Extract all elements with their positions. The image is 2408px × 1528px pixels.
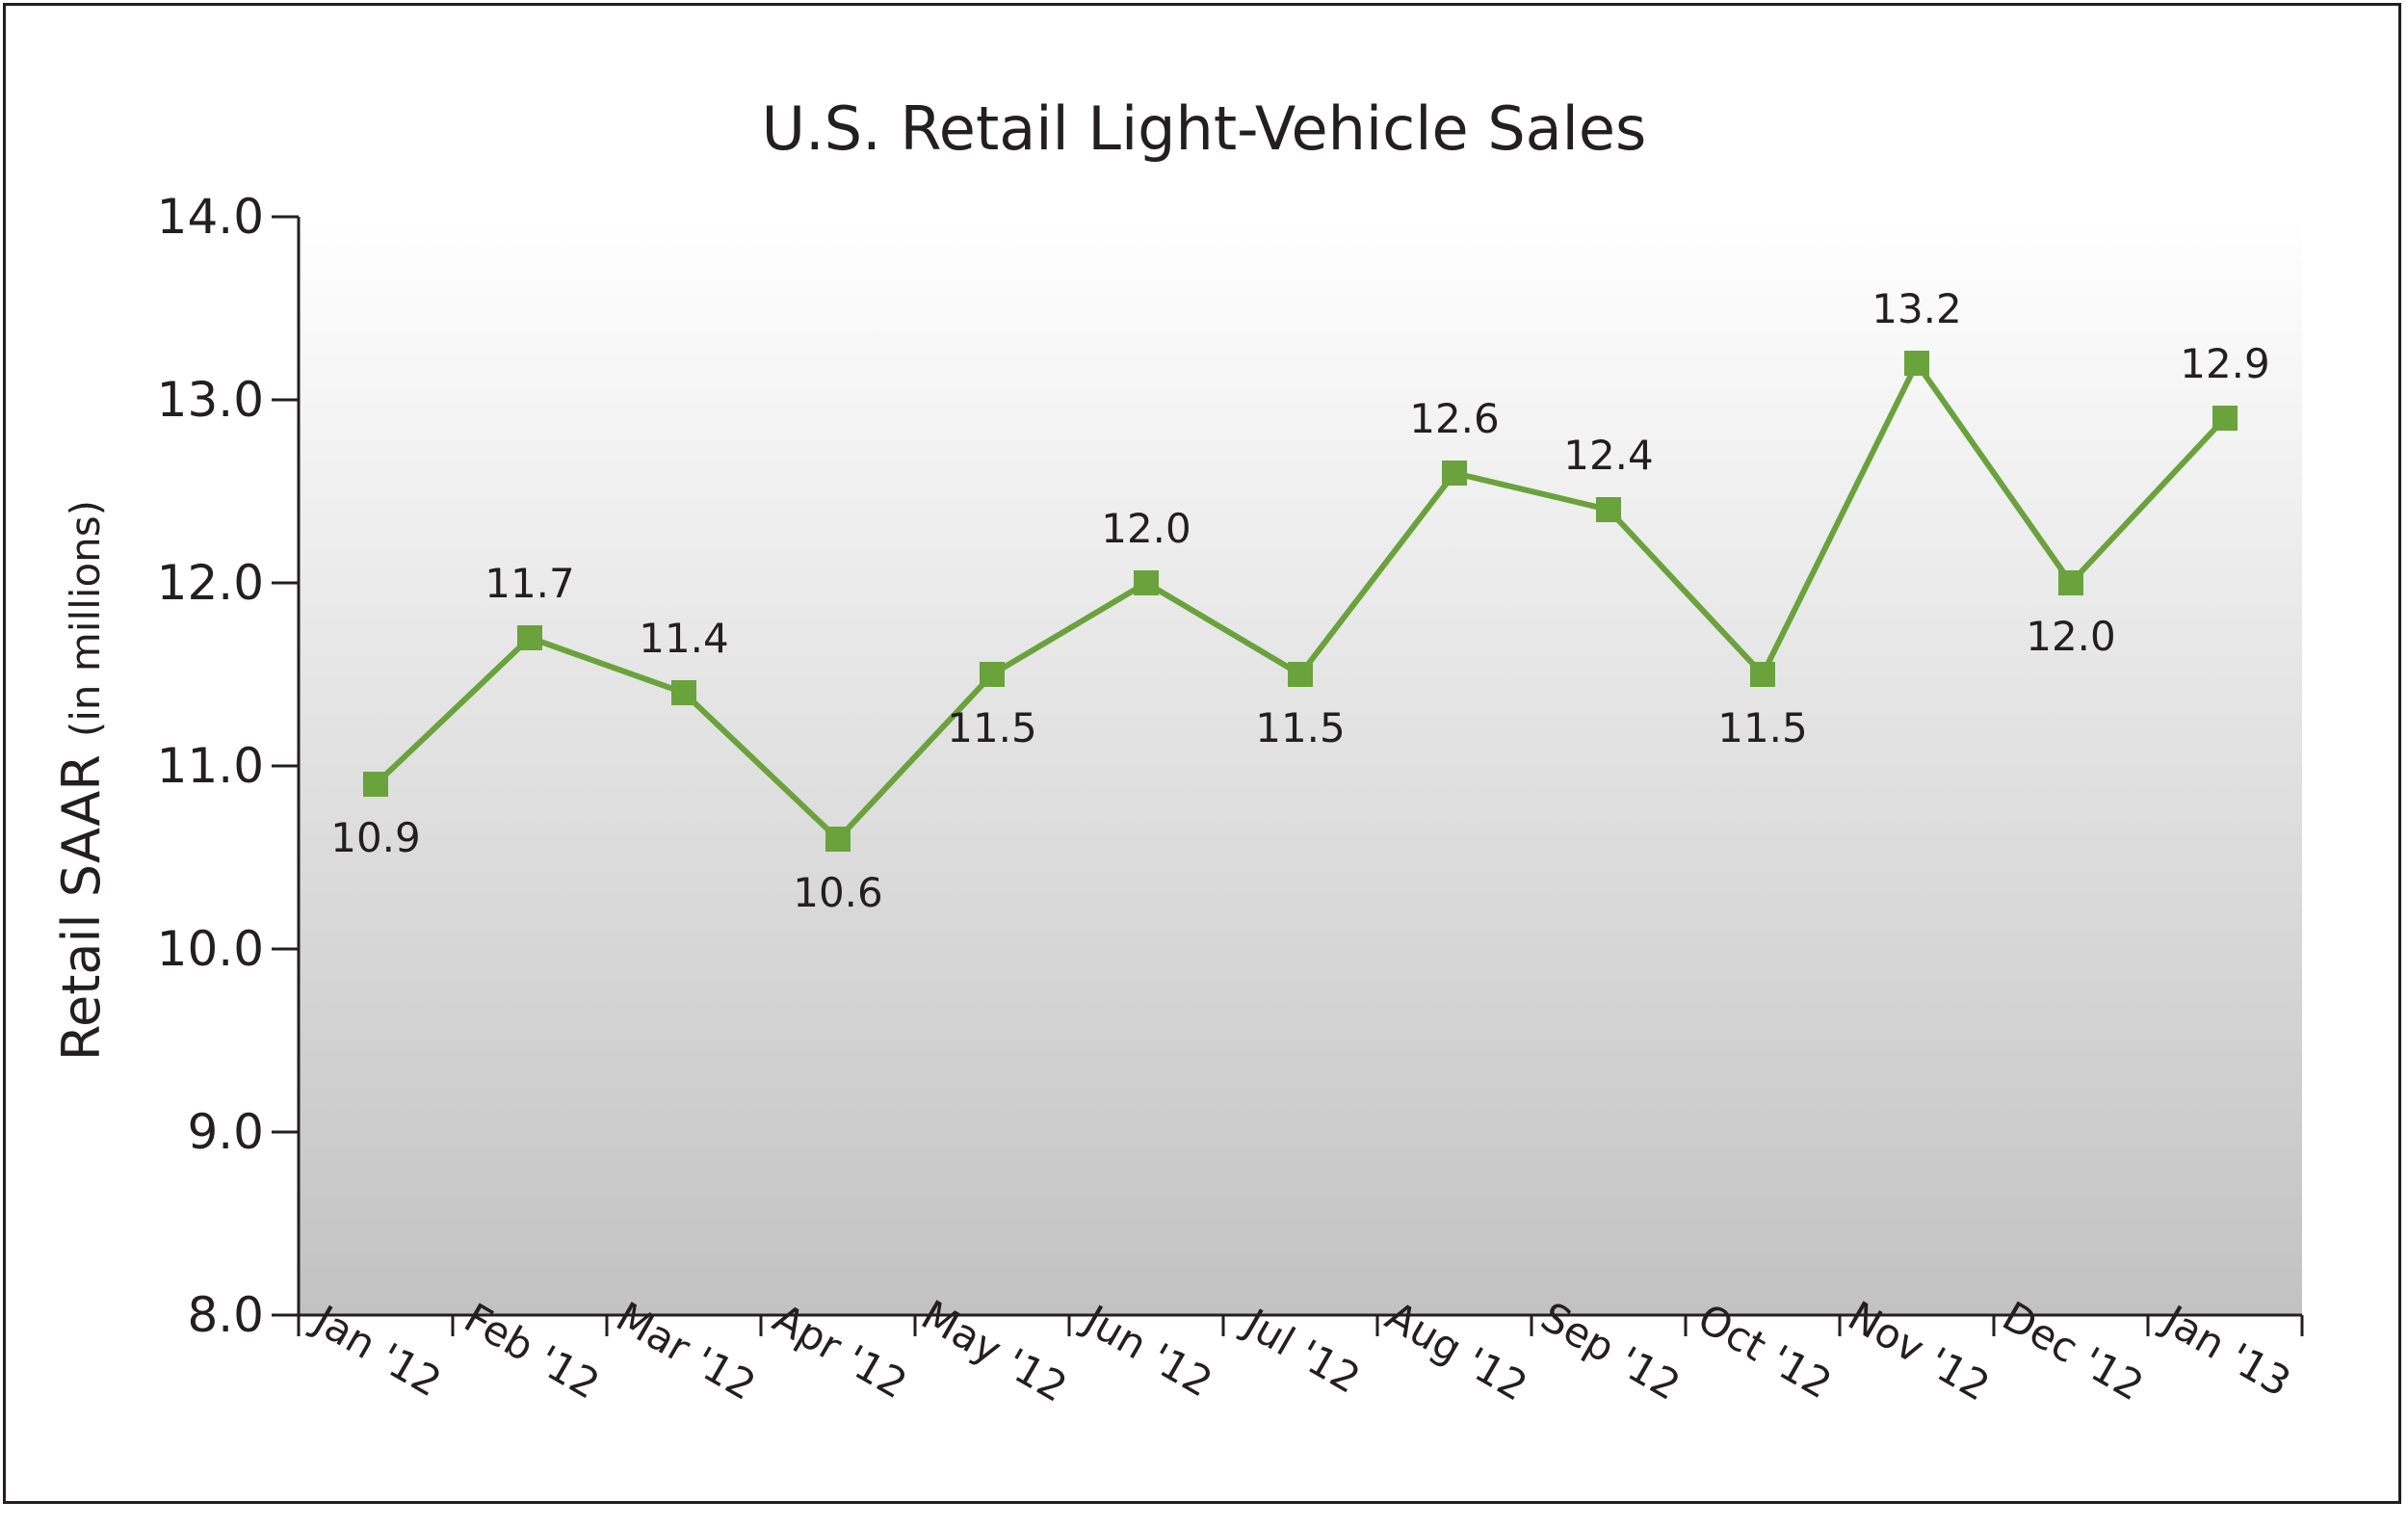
data-point-marker xyxy=(671,680,696,705)
y-tick-label: 13.0 xyxy=(157,372,264,428)
data-label: 11.5 xyxy=(947,704,1037,751)
data-label: 12.9 xyxy=(2180,340,2270,387)
data-point-marker xyxy=(363,772,388,797)
plot-area xyxy=(299,217,2302,1315)
data-label: 11.5 xyxy=(1255,704,1346,751)
data-point-marker xyxy=(1134,570,1159,595)
y-tick-label: 9.0 xyxy=(187,1104,264,1160)
data-point-marker xyxy=(1442,461,1467,486)
axes xyxy=(272,215,2304,1336)
data-point-marker xyxy=(517,625,542,650)
data-label: 11.4 xyxy=(639,615,729,662)
y-tick-label: 10.0 xyxy=(157,921,264,977)
data-label: 10.6 xyxy=(793,869,883,916)
y-axis-unit: (in millions) xyxy=(62,500,109,737)
data-point-marker xyxy=(980,662,1005,687)
data-label: 12.6 xyxy=(1409,395,1500,442)
y-axis-label: Retail SAAR (in millions) xyxy=(51,500,112,1061)
data-point-marker xyxy=(2212,406,2238,431)
data-label: 12.0 xyxy=(2026,613,2116,660)
y-tick-label: 12.0 xyxy=(157,555,264,611)
data-point-marker xyxy=(1288,662,1313,687)
data-point-marker xyxy=(2058,570,2083,595)
series-line xyxy=(363,351,2238,852)
y-tick-labels: 8.0 9.0 10.0 11.0 12.0 13.0 14.0 xyxy=(157,189,264,1343)
y-axis-title: Retail SAAR xyxy=(51,754,112,1061)
data-label: 10.9 xyxy=(330,814,421,861)
data-label: 11.7 xyxy=(484,560,575,607)
data-point-marker xyxy=(1596,497,1621,522)
data-label: 13.2 xyxy=(1871,285,1962,332)
data-point-marker xyxy=(825,827,851,852)
y-tick-label: 8.0 xyxy=(187,1287,264,1343)
data-label: 12.0 xyxy=(1101,505,1191,552)
y-tick-label: 14.0 xyxy=(157,189,264,245)
data-point-marker xyxy=(1904,351,1929,376)
y-tick-label: 11.0 xyxy=(157,738,264,794)
data-point-marker xyxy=(1750,662,1775,687)
data-label: 12.4 xyxy=(1563,432,1654,479)
data-label: 11.5 xyxy=(1717,704,1808,751)
chart-title: U.S. Retail Light-Vehicle Sales xyxy=(762,93,1647,164)
data-labels: 10.9 11.7 11.4 10.6 11.5 12.0 11.5 12.6 12.4 11.5… xyxy=(330,285,2270,916)
